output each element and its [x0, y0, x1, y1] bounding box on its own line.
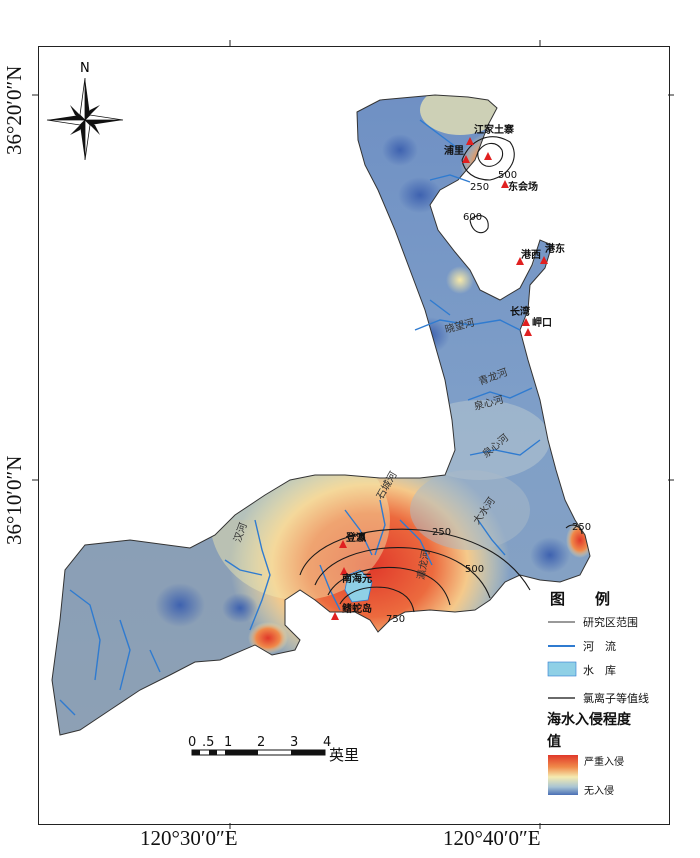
place-label: 港西: [521, 248, 541, 261]
scale-tick: 0: [188, 735, 196, 750]
place-label: 长湾: [510, 305, 530, 318]
scale-tick: 3: [290, 735, 298, 750]
contour-labels: 500 250 600 250 500 750 250: [386, 170, 591, 625]
legend-low-label: 无入侵: [584, 785, 614, 797]
sample-markers: [331, 137, 548, 620]
contour-label: 250: [470, 182, 489, 193]
place-label: 登瀛: [345, 531, 366, 544]
scale-bar: 0 .5 1 2 3 4 英里: [188, 735, 359, 764]
scale-unit: 英里: [329, 746, 359, 764]
scale-tick: 2: [257, 735, 265, 750]
place-label: 南海元: [342, 572, 372, 585]
contour-label: 750: [386, 614, 405, 625]
contour-label: 250: [572, 522, 591, 533]
legend-high-label: 严重入侵: [584, 755, 624, 768]
contour-label: 500: [465, 564, 484, 575]
legend-label: 河 流: [583, 639, 616, 653]
place-label: 港东: [545, 242, 565, 255]
legend-label: 氯离子等值线: [583, 691, 649, 705]
river-network: [59, 119, 541, 716]
longitude-label-right: 120°40′0″E: [443, 826, 541, 850]
legend-icon-reservoir: [547, 661, 577, 677]
place-label: 鳍蛇岛: [342, 602, 372, 615]
legend-gradient-bar: [548, 755, 578, 795]
contour-label: 250: [432, 527, 451, 538]
scale-tick: .5: [202, 735, 214, 750]
map-frame: [38, 46, 670, 825]
reservoir-shape: [344, 569, 373, 603]
legend: 图 例 研究区范围 河 流 水 库 氯离子等值线 海水入侵程度 值 严重入侵 无…: [547, 590, 649, 797]
place-label: 江家土寨: [474, 123, 514, 136]
contour-label: 500: [498, 170, 517, 181]
scale-tick: 1: [224, 735, 232, 750]
place-label: 浦里: [444, 144, 464, 157]
legend-title: 图 例: [550, 590, 610, 608]
place-label: 东会场: [508, 180, 538, 193]
north-label: N: [80, 61, 90, 76]
legend-label: 水 库: [583, 664, 616, 677]
place-label: 岬口: [532, 316, 552, 329]
frame-ticks: [32, 40, 674, 829]
scale-tick: 4: [323, 735, 331, 750]
legend-label: 研究区范围: [583, 615, 638, 629]
north-arrow-icon: N: [46, 61, 124, 161]
contour-label: 600: [463, 212, 482, 223]
place-labels: 江家土寨 浦里 东会场 港东 港西 长湾 岬口 登瀛 南海元 鳍蛇岛: [342, 123, 565, 615]
legend-gradient-title-2: 值: [547, 733, 561, 750]
legend-gradient-title-1: 海水入侵程度: [547, 711, 632, 728]
longitude-label-left: 120°30′0″E: [140, 826, 238, 850]
chloride-contours: [299, 136, 583, 613]
